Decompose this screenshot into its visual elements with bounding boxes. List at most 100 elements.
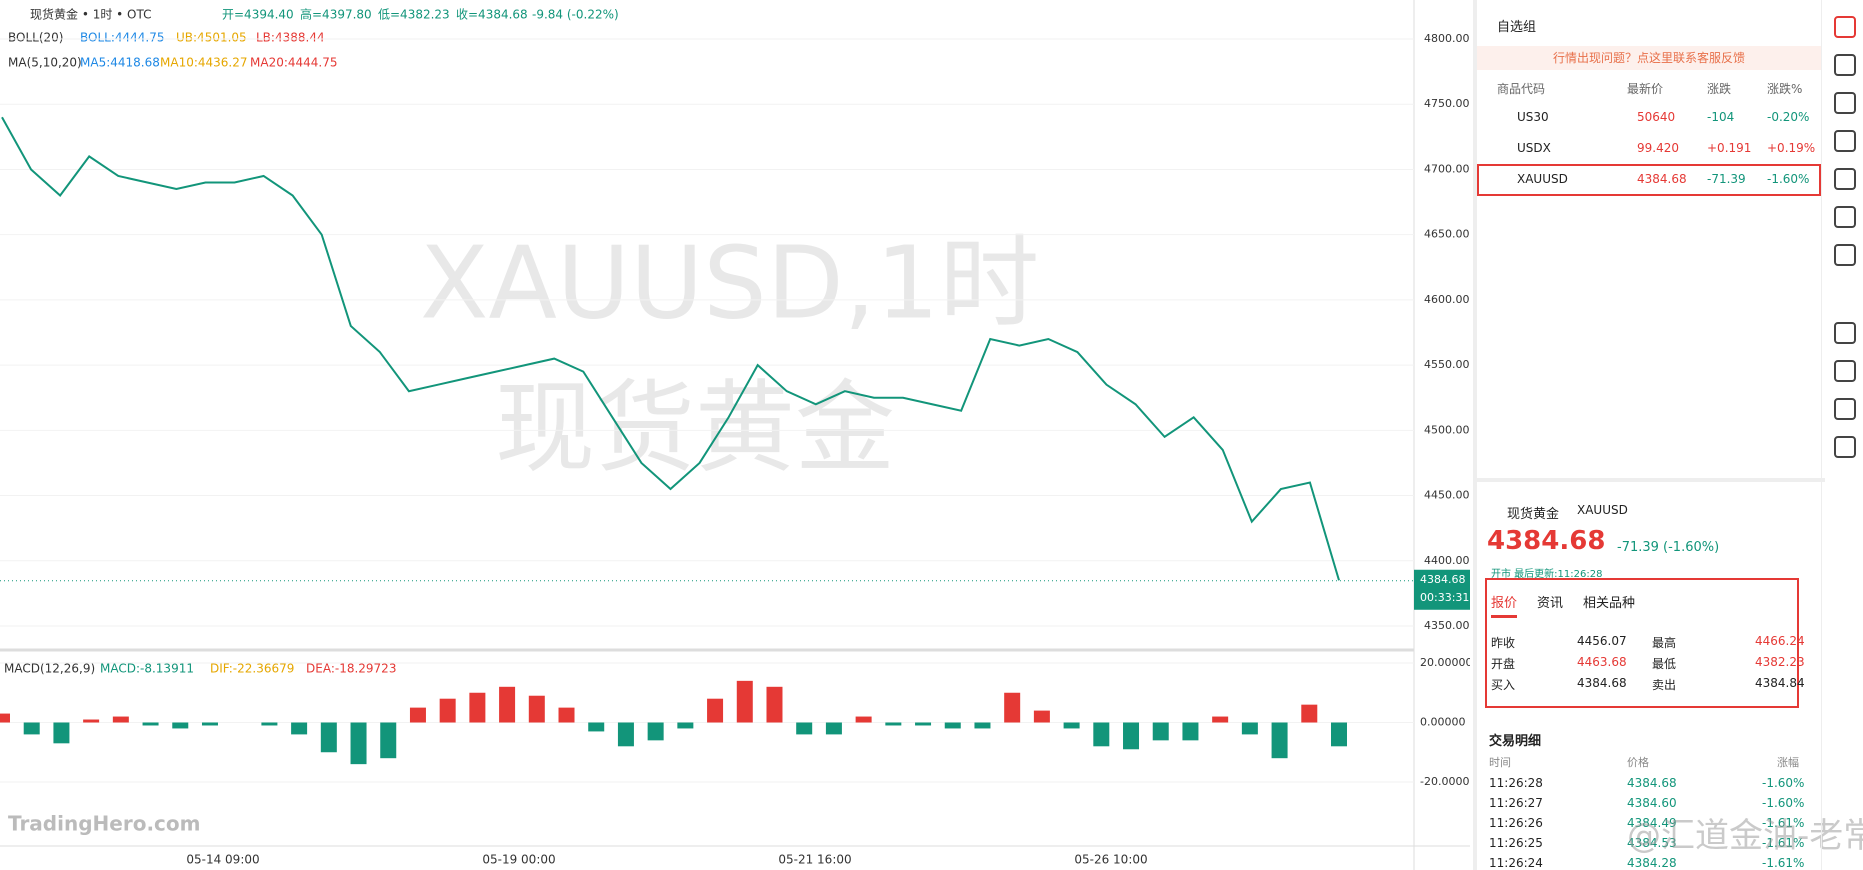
macd-bar — [647, 722, 664, 741]
icon[interactable] — [1834, 322, 1856, 344]
macd-bar — [201, 722, 218, 726]
trade-cell: 11:26:25 — [1489, 836, 1543, 850]
quote-cell: 卖出 — [1652, 678, 1677, 692]
quote-cell: 最低 — [1652, 657, 1677, 671]
indicator: LB:4388.44 — [256, 31, 325, 45]
icon[interactable] — [1834, 360, 1856, 382]
watch-cell: +0.191 — [1707, 141, 1752, 155]
trade-cell: -1.61% — [1762, 836, 1805, 850]
macd-bar — [885, 722, 902, 726]
macd-bar — [736, 680, 753, 723]
watch-cell: -0.20% — [1767, 110, 1810, 124]
macd-bar — [1033, 710, 1050, 723]
macd-bar — [0, 713, 10, 723]
y-tick-label: 4450.00 — [1424, 489, 1470, 502]
macd-bar — [588, 722, 605, 732]
icon[interactable] — [1834, 168, 1856, 190]
x-tick-label: 05-19 00:00 — [482, 853, 555, 867]
last-price-label: 4384.68 — [1420, 573, 1466, 586]
ohlc: 低=4382.23 — [378, 8, 450, 22]
trade-cell: 11:26:28 — [1489, 776, 1543, 790]
macd-dif: DIF:-22.36679 — [210, 662, 294, 676]
x-tick-label: 05-26 10:00 — [1074, 853, 1147, 867]
x-tick-label: 05-21 16:00 — [778, 853, 851, 867]
y-tick-label: 4500.00 — [1424, 423, 1470, 436]
column-header: 涨跌% — [1767, 82, 1803, 96]
macd-value: MACD:-8.13911 — [100, 662, 194, 676]
quote-cell: 买入 — [1491, 678, 1516, 692]
watch-cell: +0.19% — [1767, 141, 1816, 155]
quote-price: 4384.68 — [1487, 526, 1606, 556]
tab[interactable]: 资讯 — [1537, 596, 1564, 611]
watch-cell: -1.60% — [1767, 172, 1810, 186]
macd-bar — [825, 722, 842, 735]
watermark: XAUUSD,1时 — [420, 224, 1039, 341]
macd-bar — [439, 698, 456, 723]
watch-cell[interactable]: US30 — [1517, 110, 1549, 124]
watch-cell: -104 — [1707, 110, 1735, 124]
macd-bar — [1093, 722, 1110, 747]
macd-bar — [1241, 722, 1258, 735]
trades-title: 交易明细 — [1489, 734, 1542, 749]
macd-bar — [320, 722, 337, 753]
icon[interactable] — [1834, 92, 1856, 114]
credit: @汇道金油-老常 — [1627, 816, 1863, 856]
y-tick-label: 4800.00 — [1424, 32, 1470, 45]
y-tick-label: 4350.00 — [1424, 619, 1470, 632]
macd-bar — [172, 722, 189, 729]
watch-cell: -71.39 — [1707, 172, 1746, 186]
indicator: MA5:4418.68 — [80, 56, 160, 70]
icon[interactable] — [1834, 130, 1856, 152]
icon[interactable] — [1834, 54, 1856, 76]
icon[interactable] — [1834, 16, 1856, 38]
trade-cell: 4384.53 — [1627, 836, 1677, 850]
tab[interactable]: 相关品种 — [1583, 596, 1636, 611]
trade-cell: 11:26:27 — [1489, 796, 1543, 810]
watch-cell[interactable]: XAUUSD — [1517, 172, 1568, 186]
quote-cell: 4384.68 — [1577, 676, 1627, 690]
watchlist-title[interactable]: 自选组 — [1497, 20, 1537, 35]
last-price-box — [1414, 569, 1470, 610]
quote-symbol: XAUUSD — [1577, 503, 1628, 517]
trade-cell: 4384.49 — [1627, 816, 1677, 830]
macd-bar — [528, 695, 545, 723]
indicator: UB:4501.05 — [176, 31, 247, 45]
icon[interactable] — [1834, 436, 1856, 458]
icon-bar — [1821, 0, 1863, 870]
trade-cell: 4384.60 — [1627, 796, 1677, 810]
y-tick-label: 4600.00 — [1424, 293, 1470, 306]
change: -9.84 (-0.22%) — [532, 8, 619, 22]
indicator: MA20:4444.75 — [250, 56, 338, 70]
quote-name: 现货黄金 — [1507, 507, 1560, 522]
column-header: 涨跌 — [1707, 82, 1732, 96]
macd-bar — [974, 722, 991, 729]
y-tick-label: 20.00000 — [1420, 656, 1470, 669]
watch-cell: 4384.68 — [1637, 172, 1687, 186]
macd-bar — [915, 722, 932, 726]
tab[interactable]: 报价 — [1491, 592, 1518, 618]
quote-change: -71.39 (-1.60%) — [1617, 540, 1720, 555]
icon[interactable] — [1834, 206, 1856, 228]
macd-dea: DEA:-18.29723 — [306, 662, 396, 676]
macd-bar — [1271, 722, 1288, 759]
icon[interactable] — [1834, 244, 1856, 266]
icon[interactable] — [1834, 398, 1856, 420]
macd-bar — [53, 722, 70, 744]
indicator: BOLL(20) — [8, 31, 63, 45]
trade-cell: -1.61% — [1762, 816, 1805, 830]
watch-cell[interactable]: USDX — [1517, 141, 1551, 155]
quote-cell: 4382.23 — [1755, 655, 1805, 669]
macd-bar — [1123, 722, 1140, 750]
quote-cell: 4456.07 — [1577, 634, 1627, 648]
macd-bar — [142, 722, 159, 726]
watch-cell: 50640 — [1637, 110, 1676, 124]
notice[interactable]: 行情出现问题？点这里联系客服反馈 — [1477, 46, 1821, 70]
watermark: 现货黄金 — [495, 369, 895, 486]
countdown: 00:33:31 — [1420, 591, 1469, 604]
macd-bar — [558, 707, 575, 723]
quote-cell: 4466.24 — [1755, 634, 1805, 648]
macd-bar — [261, 722, 278, 726]
trade-cell: -1.60% — [1762, 796, 1805, 810]
trade-cell: 11:26:24 — [1489, 856, 1543, 870]
